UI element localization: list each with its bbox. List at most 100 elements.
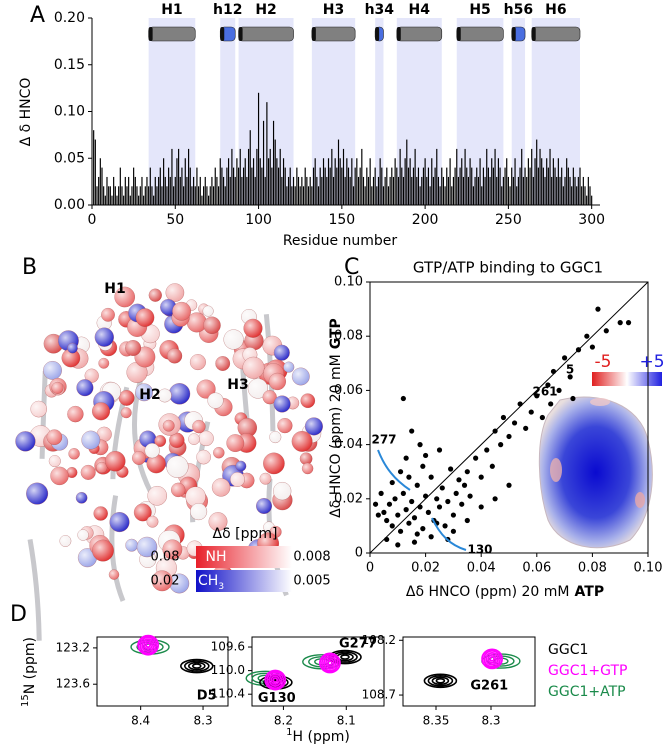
point: [397, 469, 404, 475]
bar: [249, 130, 251, 205]
atom-highlight: [300, 452, 313, 465]
helix: [148, 26, 196, 42]
contour-ring: [192, 663, 202, 669]
atom-highlight: [49, 455, 61, 467]
point: [386, 501, 393, 507]
bar: [391, 167, 393, 205]
helix: [531, 26, 581, 42]
contour-ring: [180, 658, 214, 674]
point: [464, 517, 470, 524]
helix-label: h34: [365, 2, 395, 18]
point: [575, 347, 582, 353]
bar: [93, 130, 95, 205]
bar: [352, 186, 355, 205]
bar: [439, 186, 441, 205]
point: [584, 333, 590, 339]
atom-highlight: [243, 319, 263, 338]
atom-highlight: [305, 417, 323, 436]
contour-ring: [319, 652, 341, 674]
y-tick-label: 0.06: [334, 383, 363, 398]
x-tick-label: 8.3: [194, 714, 213, 728]
bar: [131, 186, 133, 205]
bar: [276, 158, 278, 205]
atom-highlight: [135, 383, 153, 401]
bar: [407, 167, 410, 205]
bar: [279, 148, 281, 205]
bar: [471, 167, 473, 205]
atom-highlight: [101, 308, 115, 322]
atom-highlight: [81, 430, 101, 450]
y-axis-label: 15N (ppm): [20, 637, 38, 707]
bar: [277, 167, 280, 205]
contour-ring: [143, 640, 154, 651]
bar: [99, 158, 101, 205]
bar: [507, 176, 509, 205]
bar: [367, 176, 370, 205]
bar: [404, 158, 406, 205]
atom-highlight: [198, 430, 214, 446]
bar: [409, 158, 411, 205]
bar: [541, 158, 543, 205]
bar: [527, 158, 529, 205]
bar: [106, 176, 108, 205]
bar: [96, 186, 98, 205]
bar: [111, 195, 113, 205]
bar: [452, 176, 455, 205]
bar: [554, 167, 556, 205]
bar: [314, 158, 316, 205]
point: [448, 466, 454, 472]
bar: [444, 186, 446, 205]
atom-highlight: [135, 308, 155, 327]
bar: [346, 158, 348, 205]
point: [400, 490, 406, 496]
bar: [414, 148, 416, 205]
bar: [542, 167, 544, 205]
bar: [501, 186, 503, 205]
bar: [183, 186, 185, 205]
point: [439, 485, 445, 491]
bar: [456, 148, 458, 205]
bar: [526, 176, 528, 205]
bar: [497, 158, 499, 205]
atom-highlight: [96, 426, 112, 442]
atom-highlight: [291, 431, 313, 452]
bar: [556, 176, 558, 205]
peak-label: G277: [339, 637, 377, 652]
point: [417, 504, 423, 510]
bar: [509, 186, 511, 205]
bar: [114, 186, 116, 205]
bar: [549, 148, 551, 205]
x-tick-label: 50: [166, 212, 184, 228]
helix-cap: [396, 27, 401, 41]
atom-highlight: [125, 340, 141, 356]
atom-highlight: [269, 431, 282, 443]
colorbar-label: NH: [206, 549, 227, 565]
helix-cap: [238, 27, 243, 41]
x-tick-label: 200: [412, 212, 439, 228]
contour-ring: [137, 634, 160, 656]
bar: [143, 195, 145, 205]
bar: [153, 195, 155, 205]
helix-label: H3: [323, 2, 344, 18]
legend-entry: GGC1: [548, 642, 588, 658]
legend-entry: GGC1+ATP: [548, 684, 626, 700]
contour-ring: [270, 675, 281, 685]
bar: [232, 167, 235, 205]
bar: [474, 176, 476, 205]
annotation: 130: [467, 543, 492, 557]
bar: [229, 176, 231, 205]
bar: [559, 176, 561, 205]
contour-ring: [264, 669, 287, 691]
bar: [237, 167, 240, 205]
bar: [319, 167, 321, 205]
contour-ring: [272, 677, 279, 683]
atom-highlight: [109, 512, 130, 532]
bar: [149, 167, 151, 205]
contour-ring: [188, 661, 206, 671]
bar: [331, 148, 333, 205]
atom-highlight: [26, 482, 48, 505]
bar: [119, 167, 121, 205]
bar: [459, 167, 461, 205]
bar: [193, 176, 195, 205]
bar: [321, 176, 323, 205]
